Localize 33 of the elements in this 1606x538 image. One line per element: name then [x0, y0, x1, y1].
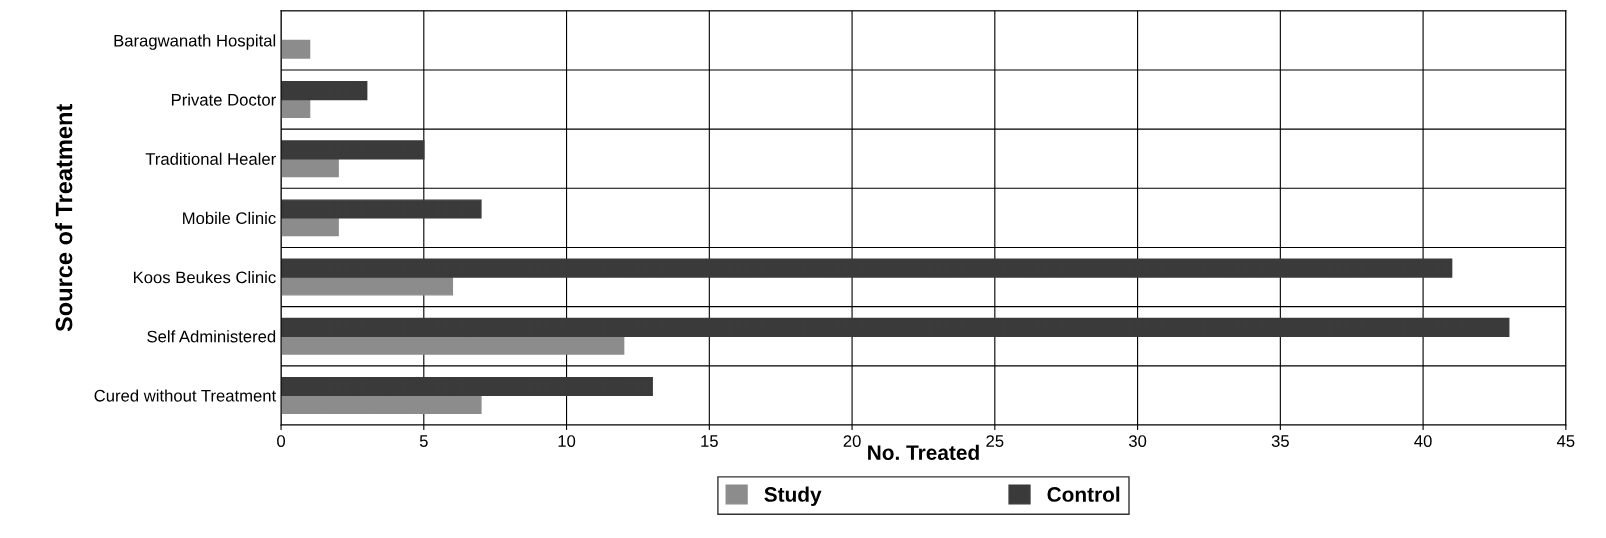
bar: [281, 335, 625, 355]
y-tick-label: Private Doctor: [171, 93, 276, 106]
bar: [281, 199, 482, 219]
x-tick-label: 35: [1271, 435, 1289, 447]
bar: [281, 39, 311, 59]
bar: [281, 98, 311, 118]
x-tick-label: 20: [843, 435, 861, 447]
x-tick-label: 15: [701, 435, 718, 447]
y-tick-label: Baragwanath Hospital: [114, 34, 276, 50]
y-tick-label: Cured without Treatment: [94, 389, 277, 402]
y-tick-label: Koos Beukes Clinic: [133, 271, 276, 284]
bar: [281, 394, 482, 414]
y-tick-label: Self Administered: [147, 330, 276, 343]
bar: [281, 158, 339, 178]
bar: [281, 376, 653, 397]
y-axis-title: Source of Treatment: [55, 104, 73, 332]
x-tick-label: 45: [1556, 435, 1575, 447]
x-tick-label: 10: [558, 435, 576, 447]
bar: [281, 317, 1510, 337]
legend-label: Study: [764, 486, 822, 506]
bar: [281, 81, 368, 101]
bar: [281, 276, 454, 296]
x-tick-label: 25: [986, 435, 1004, 447]
x-tick-label: 30: [1128, 435, 1147, 447]
x-tick-label: 5: [419, 435, 428, 447]
legend-label: Control: [1047, 486, 1120, 502]
x-axis-title: No. Treated: [868, 444, 979, 461]
y-tick-label: Traditional Healer: [145, 152, 276, 165]
bar: [281, 140, 425, 160]
x-tick-label: 0: [277, 435, 286, 447]
x-tick-label: 40: [1414, 435, 1432, 447]
y-tick-label: Mobile Clinic: [183, 211, 276, 225]
bar: [281, 258, 1453, 278]
